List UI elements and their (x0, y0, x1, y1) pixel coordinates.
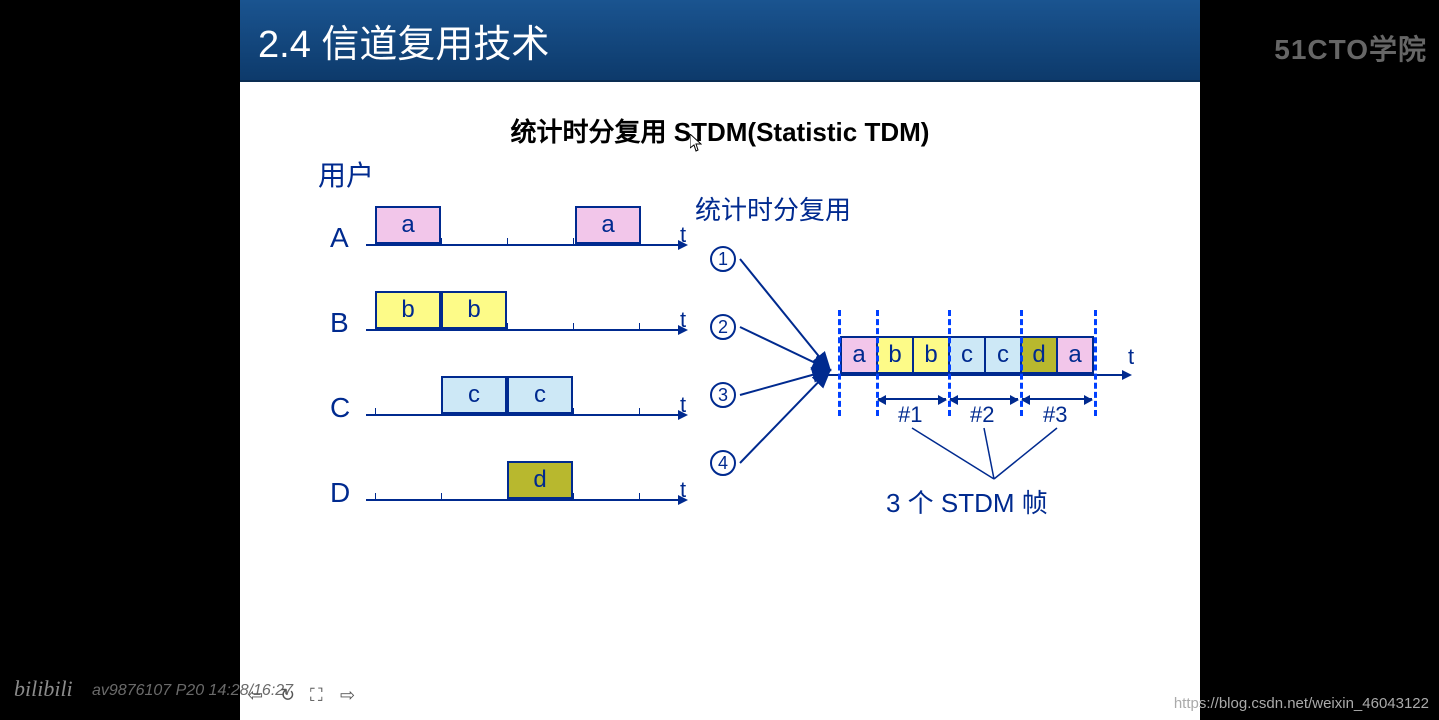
out-packet-6: a (1056, 336, 1094, 374)
slide-header: 2.4 信道复用技术 (240, 0, 1200, 82)
timeline-C (366, 414, 678, 416)
row-label-B: B (330, 307, 349, 339)
frame-label-1: #1 (898, 402, 922, 428)
watermark-bilibili-logo: bilibili (14, 676, 73, 702)
row-label-A: A (330, 222, 349, 254)
frame-bracket-3 (1022, 398, 1092, 400)
nav-prev-icon[interactable]: ⇦ (248, 685, 263, 706)
user-label: 用户 (318, 154, 374, 194)
frame-bracket-2 (950, 398, 1018, 400)
out-packet-2: b (912, 336, 950, 374)
out-packet-1: b (876, 336, 914, 374)
main-title: 统计时分复用 STDM(Statistic TDM) (240, 112, 1200, 149)
frames-caption: 3 个 STDM 帧 (886, 483, 1048, 520)
packet-A-1: a (575, 206, 641, 244)
circle-3: 3 (710, 382, 736, 408)
nav-fullscreen-icon[interactable]: ⛶ (310, 685, 323, 706)
packet-B-1: b (441, 291, 507, 329)
nav-next-icon[interactable]: ⇨ (340, 685, 355, 706)
frame-bracket-1 (878, 398, 946, 400)
frame-divider-4 (1094, 310, 1097, 416)
output-t-label: t (1128, 344, 1134, 370)
row-label-C: C (330, 392, 350, 424)
out-packet-0: a (840, 336, 878, 374)
out-packet-3: c (948, 336, 986, 374)
circle-1: 1 (710, 246, 736, 272)
row-label-D: D (330, 477, 350, 509)
stdm-label: 统计时分复用 (695, 190, 851, 227)
slide-container: 2.4 信道复用技术 统计时分复用 STDM(Statistic TDM) 用户… (240, 0, 1200, 720)
t-label-D: t (680, 477, 686, 503)
watermark-blog-url: https://blog.csdn.net/weixin_46043122 (1174, 695, 1429, 712)
packet-A-0: a (375, 206, 441, 244)
out-packet-4: c (984, 336, 1022, 374)
packet-C-1: c (507, 376, 573, 414)
slide-title: 2.4 信道复用技术 (258, 13, 549, 68)
circle-2: 2 (710, 314, 736, 340)
packet-D-0: d (507, 461, 573, 499)
packet-C-0: c (441, 376, 507, 414)
t-label-B: t (680, 307, 686, 333)
timeline-A (366, 244, 678, 246)
timeline-D (366, 499, 678, 501)
out-packet-5: d (1020, 336, 1058, 374)
watermark-top-right: 51CTO学院 (1274, 28, 1427, 68)
frame-divider-0 (838, 310, 841, 416)
frame-label-2: #2 (970, 402, 994, 428)
circle-4: 4 (710, 450, 736, 476)
output-timeline (822, 374, 1122, 376)
slide-body: 统计时分复用 STDM(Statistic TDM) 用户 统计时分复用 At a… (240, 82, 1200, 720)
nav-play-icon[interactable]: ↻ (280, 685, 295, 706)
frame-label-3: #3 (1043, 402, 1067, 428)
packet-B-0: b (375, 291, 441, 329)
timeline-B (366, 329, 678, 331)
t-label-C: t (680, 392, 686, 418)
t-label-A: t (680, 222, 686, 248)
